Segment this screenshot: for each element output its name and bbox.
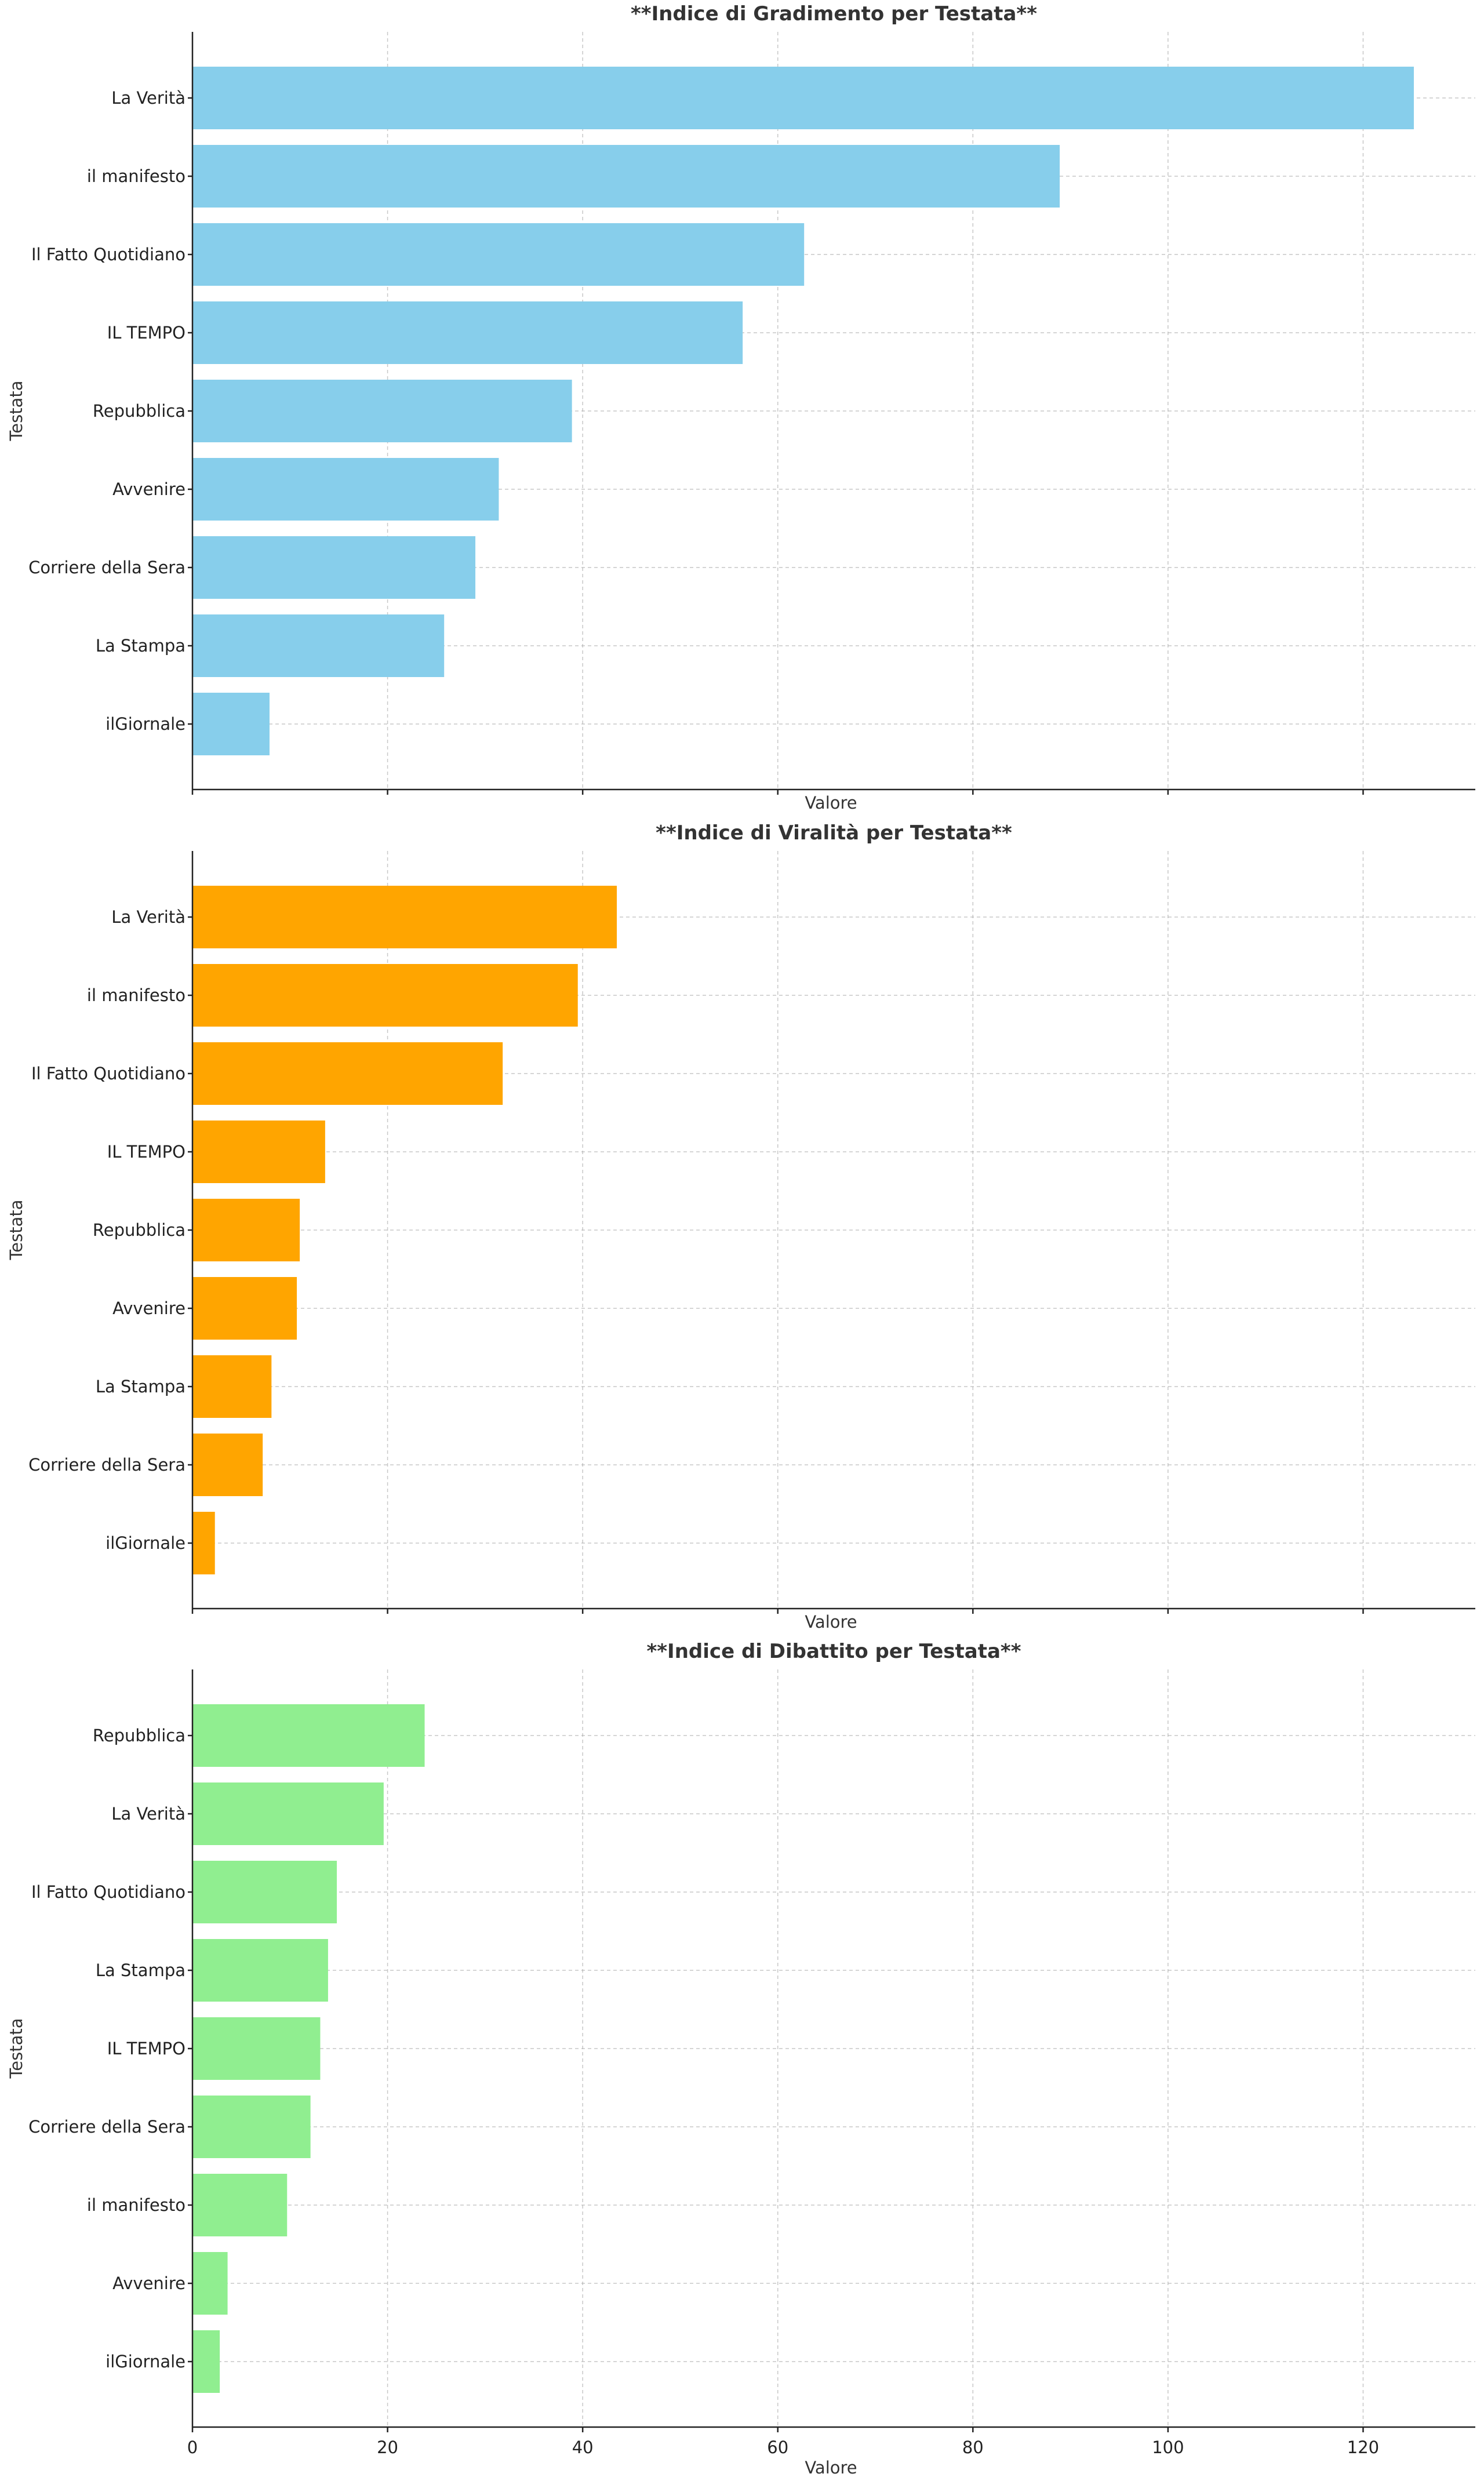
category-label: ilGiornale [106,1533,186,1553]
x-tick-label: 100 [1152,2438,1184,2457]
category-label: La Stampa [96,1960,186,1980]
bar [192,1704,425,1767]
chart-panel-3: **Indice di Dibattito per Testata** Repub… [6,1640,1475,2478]
bar [192,1277,297,1340]
x-tick-label: 120 [1347,2438,1379,2457]
bar [192,1199,300,1261]
category-label: il manifesto [87,166,186,186]
category-label: La Verità [111,907,186,927]
category-label: La Stampa [96,1377,186,1396]
chart-title: **Indice di Dibattito per Testata** [647,1640,1021,1663]
chart-panel-2: **Indice di Viralità per Testata** La Ver… [6,821,1475,1632]
bar [192,1861,337,1923]
bar [192,1355,272,1418]
bar [192,1512,215,1574]
bar [192,614,445,677]
x-tick-label: 20 [377,2438,398,2457]
chart-title: **Indice di Gradimento per Testata** [631,2,1037,26]
category-label: Il Fatto Quotidiano [31,1882,186,1902]
chart-title: **Indice di Viralità per Testata** [656,821,1012,845]
bar [192,536,476,599]
category-label: Corriere della Sera [28,1455,186,1475]
x-tick-label: 60 [767,2438,788,2457]
category-label: Il Fatto Quotidiano [31,245,186,264]
bar [192,2174,288,2236]
category-label: IL TEMPO [107,2039,186,2058]
category-label: Avvenire [112,2273,186,2293]
bar [192,1782,384,1845]
x-axis-label: Valore [805,2458,857,2478]
category-label: Corriere della Sera [28,558,186,577]
bar [192,2330,220,2393]
bar [192,1042,503,1105]
y-axis-label: Testata [6,380,26,441]
x-tick-label: 40 [572,2438,594,2457]
chart-panel-1: **Indice di Gradimento per Testata** La V… [6,2,1475,813]
category-label: La Verità [111,1804,186,1824]
bar [192,886,617,948]
category-label: Repubblica [93,1726,186,1745]
bar [192,145,1060,208]
category-label: Avvenire [112,479,186,499]
bar [192,223,805,286]
bar [192,1121,325,1183]
category-label: Corriere della Sera [28,2117,186,2137]
y-axis-label: Testata [6,2018,26,2079]
bar [192,2017,321,2080]
category-label: La Stampa [96,636,186,656]
bar [192,1434,263,1496]
category-label: IL TEMPO [107,1142,186,1162]
bar [192,67,1414,129]
x-tick-label: 80 [962,2438,984,2457]
category-label: Il Fatto Quotidiano [31,1064,186,1083]
category-label: ilGiornale [106,714,186,734]
bar [192,964,578,1027]
category-label: IL TEMPO [107,323,186,343]
x-tick-label: 0 [187,2438,198,2457]
category-label: il manifesto [87,985,186,1005]
category-label: Repubblica [93,1220,186,1240]
category-label: Repubblica [93,401,186,421]
bar [192,2096,311,2158]
x-axis-label: Valore [805,793,857,813]
x-axis-label: Valore [805,1612,857,1632]
category-label: La Verità [111,88,186,108]
bar [192,458,499,521]
bar [192,693,270,755]
category-label: Avvenire [112,1298,186,1318]
category-label: ilGiornale [106,2352,186,2371]
bar [192,301,743,364]
bar [192,380,572,442]
category-label: il manifesto [87,2195,186,2215]
y-axis-label: Testata [6,1199,26,1260]
bar [192,1939,328,2002]
bar [192,2252,228,2315]
